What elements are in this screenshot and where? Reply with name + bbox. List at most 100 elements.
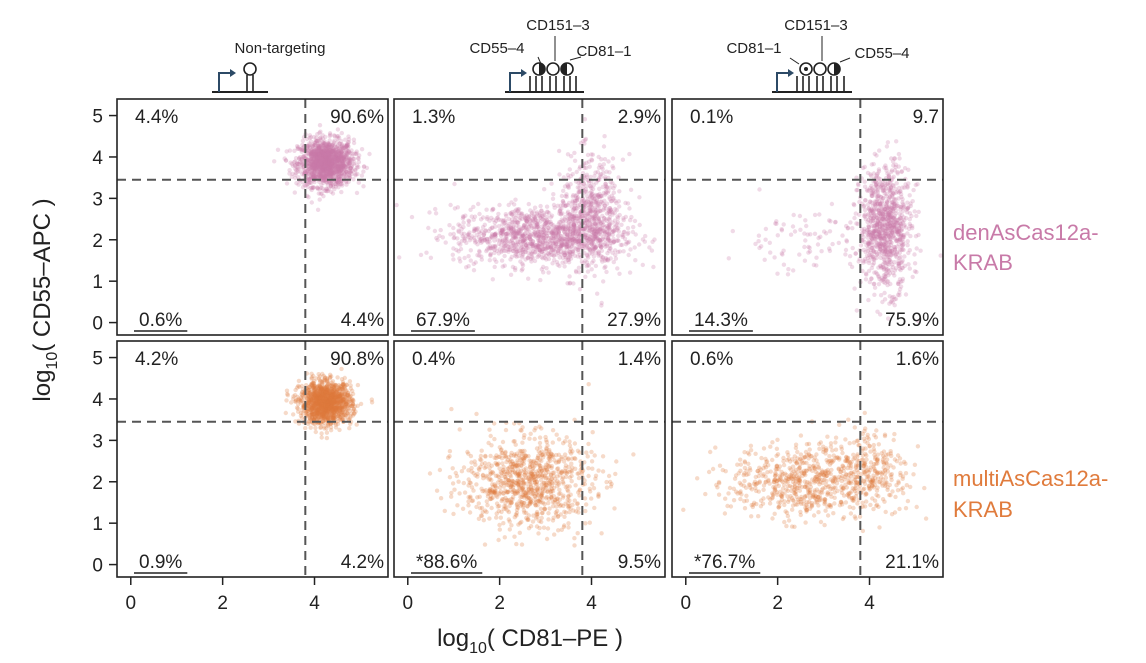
scatter-point: [533, 250, 538, 255]
scatter-point: [578, 215, 583, 220]
scatter-point: [512, 244, 517, 249]
scatter-point: [321, 150, 326, 156]
scatter-point: [316, 170, 321, 175]
scatter-point: [797, 252, 802, 257]
scatter-point: [542, 230, 547, 235]
scatter-point: [866, 188, 872, 193]
scatter-point: [335, 180, 341, 186]
scatter-point: [591, 258, 596, 263]
scatter-point: [326, 153, 332, 158]
scatter-point: [532, 215, 538, 221]
scatter-point: [557, 263, 562, 269]
scatter-point: [897, 237, 903, 242]
scatter-point: [333, 159, 338, 164]
guide-label-cd55: CD55–4: [854, 45, 909, 62]
scatter-point: [296, 402, 301, 407]
scatter-point: [339, 164, 344, 170]
scatter-point: [885, 205, 890, 211]
scatter-point: [560, 218, 565, 224]
scatter-point: [315, 146, 320, 152]
scatter-point: [477, 248, 482, 254]
scatter-point: [299, 158, 305, 163]
scatter-point: [867, 229, 872, 235]
scatter-point: [511, 241, 516, 246]
scatter-point: [327, 150, 332, 155]
scatter-point: [328, 183, 334, 188]
scatter-point: [891, 191, 896, 196]
scatter-point: [293, 399, 298, 404]
scatter-point: [322, 156, 327, 161]
scatter-point: [322, 150, 327, 155]
scatter-point: [545, 241, 550, 246]
scatter-point: [333, 162, 338, 167]
scatter-point: [895, 227, 900, 232]
scatter-point: [565, 232, 570, 237]
scatter-point: [523, 225, 529, 230]
scatter-point: [893, 208, 899, 213]
scatter-point: [757, 245, 762, 251]
scatter-point: [309, 170, 315, 175]
scatter-point: [889, 203, 895, 208]
scatter-point: [596, 216, 601, 221]
scatter-point: [499, 233, 504, 239]
scatter-point: [458, 242, 463, 247]
scatter-point: [902, 222, 907, 227]
scatter-point: [902, 263, 908, 268]
scatter-point: [565, 281, 570, 286]
scatter-point: [327, 397, 332, 403]
scatter-point: [492, 238, 497, 243]
scatter-point: [334, 414, 339, 419]
scatter-point: [308, 412, 313, 417]
scatter-point: [899, 212, 904, 218]
scatter-point: [322, 178, 327, 183]
scatter-point: [326, 167, 331, 173]
scatter-point: [537, 241, 543, 246]
scatter-point: [320, 177, 325, 182]
scatter-point: [878, 243, 883, 248]
scatter-point: [318, 147, 323, 152]
scatter-point: [869, 232, 874, 237]
scatter-point: [514, 220, 520, 225]
scatter-point: [494, 248, 500, 253]
scatter-point: [541, 246, 546, 252]
scatter-point: [586, 263, 592, 268]
scatter-point: [545, 218, 550, 223]
scatter-point: [322, 377, 328, 383]
scatter-point: [318, 164, 324, 169]
scatter-point: [314, 164, 319, 169]
scatter-point: [326, 401, 331, 406]
scatter-point: [873, 233, 879, 239]
scatter-point: [862, 214, 868, 219]
scatter-point: [886, 231, 891, 236]
scatter-point: [345, 142, 351, 148]
scatter-point: [341, 155, 346, 160]
scatter-point: [318, 152, 324, 157]
scatter-point: [886, 221, 891, 227]
scatter-point: [310, 172, 316, 178]
scatter-point: [594, 199, 600, 204]
scatter-point: [310, 155, 315, 161]
scatter-point: [325, 414, 331, 419]
scatter-point: [557, 255, 562, 260]
scatter-point: [573, 238, 578, 244]
scatter-point: [878, 237, 884, 242]
scatter-point: [500, 219, 506, 224]
scatter-point: [637, 242, 642, 247]
scatter-point: [325, 164, 330, 169]
scatter-point: [889, 205, 894, 211]
scatter-point: [550, 228, 556, 233]
scatter-point: [327, 164, 333, 169]
scatter-point: [467, 230, 472, 235]
scatter-point: [640, 237, 646, 242]
scatter-point: [312, 160, 317, 165]
scatter-point: [503, 248, 509, 254]
scatter-point: [312, 163, 317, 168]
scatter-point: [871, 260, 877, 266]
scatter-point: [876, 231, 881, 237]
scatter-point: [775, 271, 780, 276]
scatter-point: [877, 208, 882, 213]
scatter-point: [314, 399, 320, 405]
scatter-point: [452, 235, 457, 240]
scatter-point: [306, 167, 311, 172]
scatter-point: [517, 210, 522, 216]
